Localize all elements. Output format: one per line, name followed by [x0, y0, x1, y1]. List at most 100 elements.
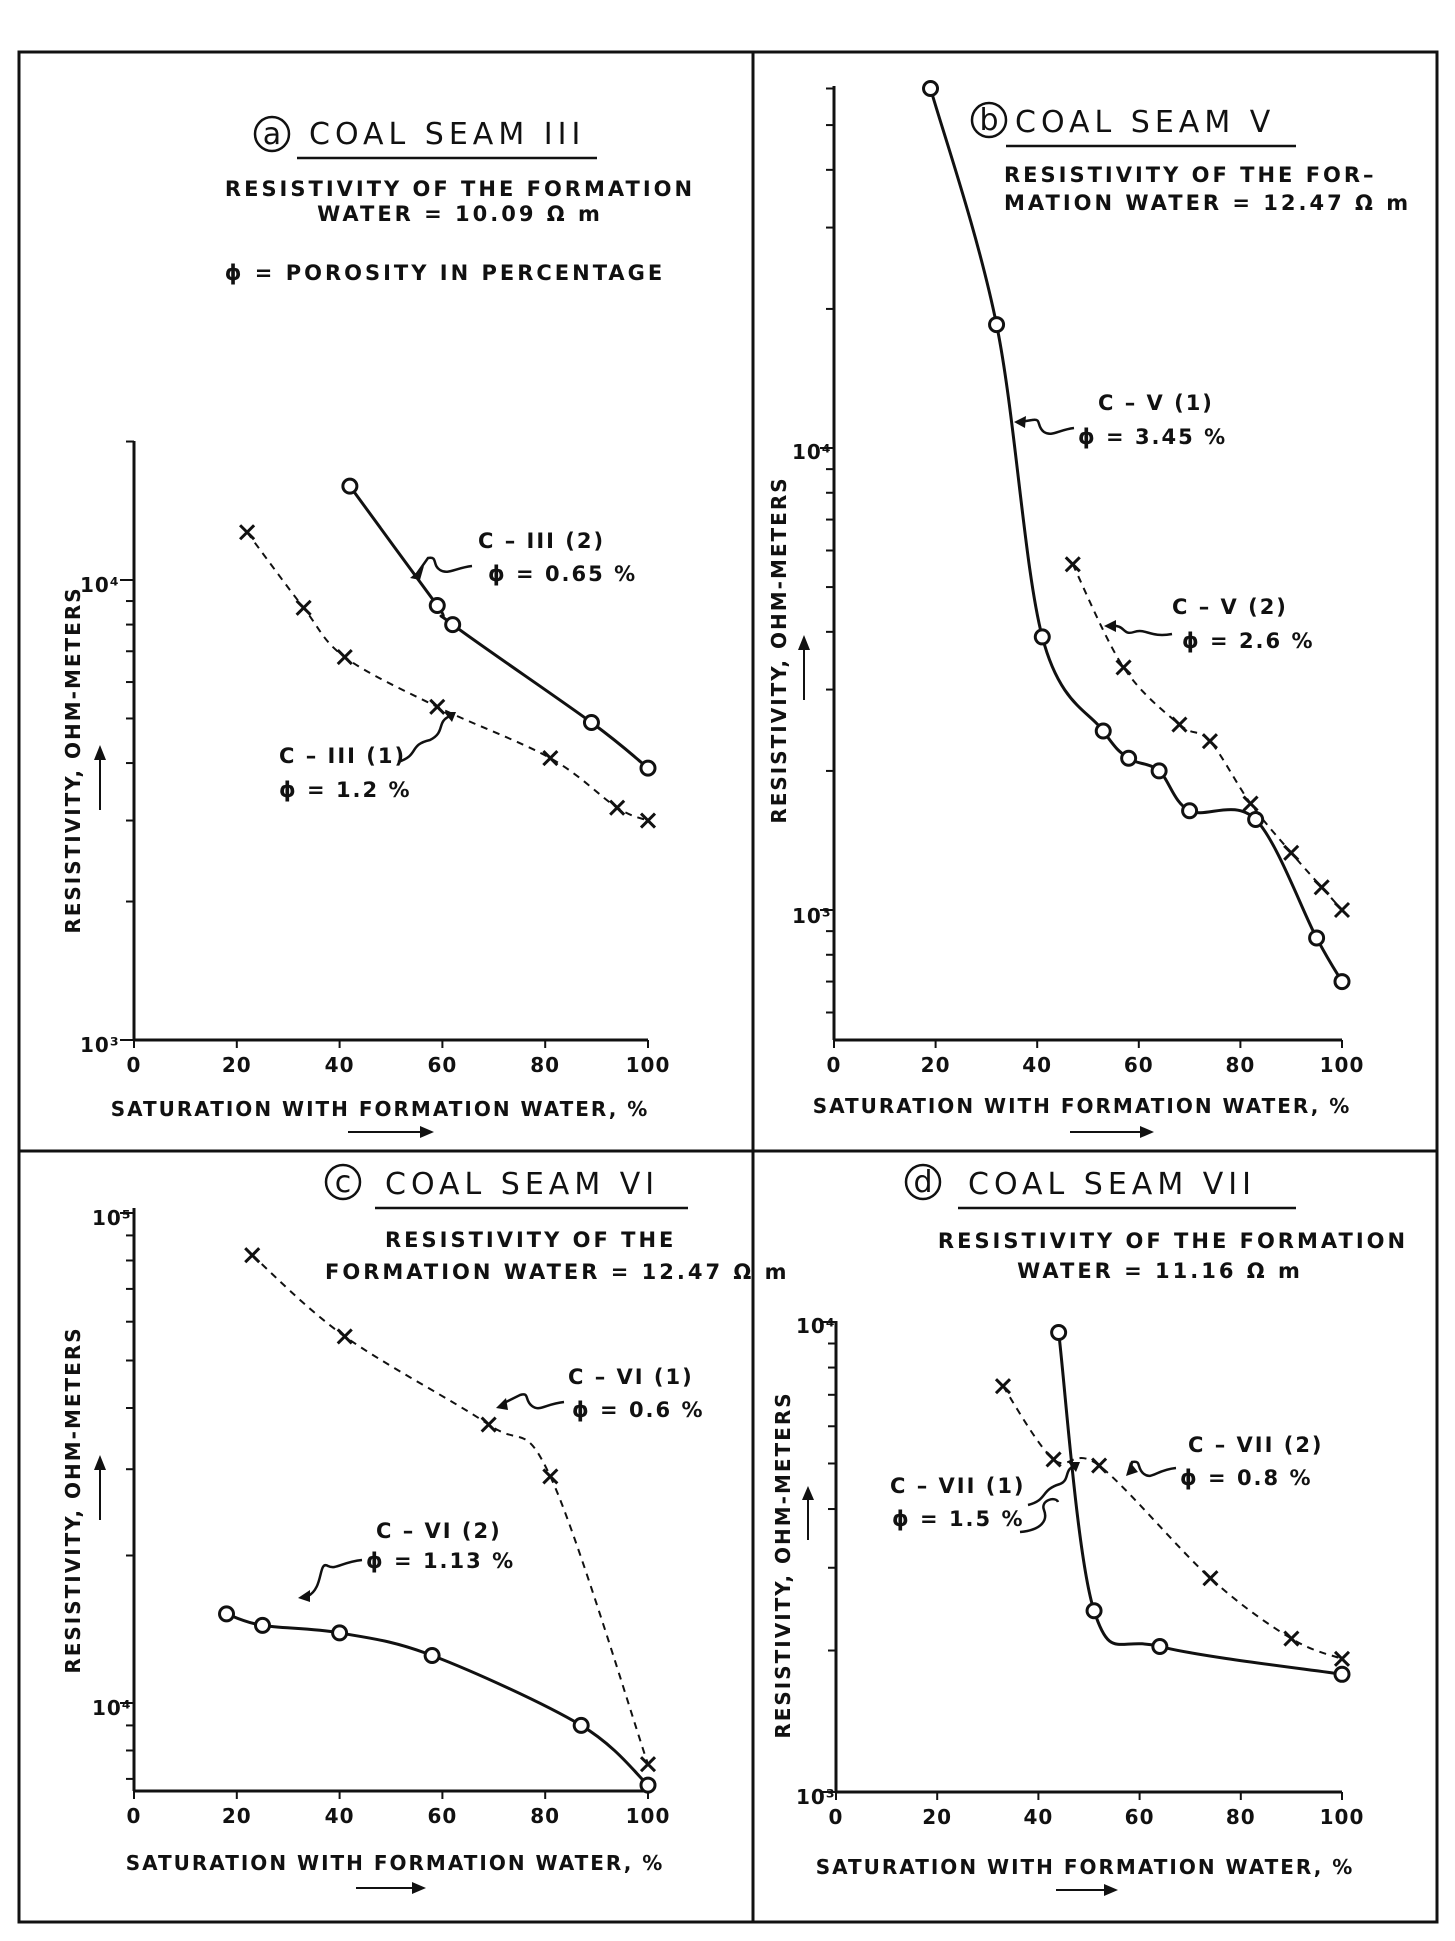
- panel-d-x-arrow: [1056, 1884, 1118, 1896]
- panel-d-series-0-line: [1057, 1332, 1343, 1676]
- panel-d-series-0-point: [1333, 1665, 1351, 1683]
- panel-b-series-1-point: [1171, 716, 1188, 733]
- panel-a-series-0-point: [341, 477, 359, 495]
- panel-c-series-1-point: [572, 1716, 590, 1734]
- panel-b-series-1-point: [1115, 659, 1132, 676]
- panel-d-label-c7-2: C – VII (2) ϕ = 0.8 %: [1126, 1433, 1322, 1490]
- panel-b-series-1-point: [1283, 844, 1300, 861]
- panel-c-series-0-line: [251, 1254, 649, 1765]
- panel-c-label-c6-1-name: C – VI (1): [568, 1365, 694, 1389]
- panel-a-letter: a: [263, 117, 281, 152]
- panel-a-xtick-label: 60: [427, 1053, 457, 1077]
- panel-a-xtick-labels: 0 20 40 60 80 100: [127, 1053, 671, 1077]
- panel-b-y-arrow: [798, 635, 810, 700]
- panel-c-series-0-point: [639, 1756, 657, 1773]
- panel-b-label-c5-1-name: C – V (1): [1098, 391, 1214, 415]
- panel-a-label-c3-1-name: C – III (1): [279, 744, 406, 768]
- panel-a-series: [239, 477, 657, 829]
- panel-d-ymid-label: 10⁴: [796, 1314, 836, 1338]
- panel-d-series-1-point: [1091, 1457, 1108, 1474]
- panel-b-ymin-label: 10³: [792, 904, 832, 928]
- panel-d-axes: [834, 1321, 1342, 1794]
- panel-b-note-1: RESISTIVITY OF THE FOR–: [1004, 163, 1377, 187]
- panel-c-series: [218, 1247, 657, 1794]
- panel-b-x-arrow: [1070, 1126, 1154, 1138]
- panel-b-series: [922, 79, 1351, 991]
- panel-a-label-c3-1-phi: ϕ = 1.2 %: [279, 778, 412, 802]
- panel-a-letter-circle: [253, 115, 291, 153]
- panel-d-series-1-point: [1045, 1451, 1062, 1468]
- panel-c-xtick-label: 100: [626, 1804, 671, 1828]
- panel-d-series-0-point: [1050, 1323, 1068, 1341]
- panel-a-series-0-point: [428, 597, 446, 615]
- panel-b: b COAL SEAM V RESISTIVITY OF THE FOR– MA…: [767, 79, 1411, 1138]
- panel-a-ylabel: RESISTIVITY, OHM-METERS: [61, 586, 85, 933]
- panel-d-xtick-label: 100: [1320, 1805, 1365, 1829]
- panel-b-series-1-point: [1064, 556, 1081, 573]
- panel-b-series-0-point: [1094, 722, 1112, 740]
- panel-b-axes: [832, 86, 1342, 1042]
- panel-d-letter: d: [913, 1165, 932, 1200]
- panel-a-series-1-point: [542, 750, 559, 767]
- panel-a-series-1-point: [336, 648, 353, 666]
- panel-b-label-c5-1-phi: ϕ = 3.45 %: [1078, 425, 1227, 449]
- panel-b-ymid-label: 10⁴: [792, 440, 832, 464]
- panel-a-label-c3-1: C – III (1) ϕ = 1.2 %: [279, 712, 456, 802]
- panel-b-xtick-labels: 0 20 40 60 80 100: [827, 1053, 1365, 1077]
- panel-d-xtick-label: 20: [922, 1805, 952, 1829]
- panel-d-series-1-point: [1333, 1650, 1351, 1667]
- panel-d: d COAL SEAM VII RESISTIVITY OF THE FORMA…: [771, 1163, 1405, 1896]
- panel-c-plot: 0 20 40 60 80 100 10⁴ 10⁵ SATURATION WITH FOR…: [61, 1206, 703, 1894]
- panel-c-xtick-label: 40: [325, 1804, 355, 1828]
- panel-a-ymid-label: 10⁴: [80, 573, 120, 597]
- panel-a-xtick-label: 40: [325, 1053, 355, 1077]
- panel-b-ylabel: RESISTIVITY, OHM-METERS: [767, 476, 791, 823]
- panel-d-series: [994, 1323, 1351, 1683]
- panel-c-label-c6-1: C – VI (1) ϕ = 0.6 %: [496, 1365, 703, 1422]
- panel-d-xtick-label: 0: [829, 1805, 844, 1829]
- panel-c-label-c6-2-name: C – VI (2): [376, 1519, 502, 1543]
- panel-d-title: COAL SEAM VII: [968, 1167, 1256, 1202]
- panel-c-xtick-label: 0: [127, 1804, 142, 1828]
- panel-b-series-0-point: [1247, 810, 1265, 828]
- panel-a-xtick-label: 100: [626, 1053, 671, 1077]
- panel-b-xtick-label: 20: [921, 1053, 951, 1077]
- panel-b-series-0-point: [1333, 973, 1351, 991]
- panel-c-series-1-point: [218, 1605, 236, 1623]
- panel-a-series-0-point: [639, 759, 657, 777]
- panel-b-note-2: MATION WATER = 12.47 Ω m: [1004, 191, 1411, 215]
- panel-c-ymid-label: 10⁵: [92, 1206, 132, 1230]
- panel-a-xtick-label: 20: [222, 1053, 252, 1077]
- panel-b-label-c5-2-name: C – V (2): [1172, 595, 1288, 619]
- panel-a-label-c3-2-name: C – III (2): [478, 529, 605, 553]
- panel-d-xtick-label: 60: [1125, 1805, 1155, 1829]
- panel-b-label-c5-2: C – V (2) ϕ = 2.6 %: [1104, 595, 1313, 653]
- panel-d-series-0-point: [1085, 1602, 1103, 1620]
- panel-b-xtick-label: 40: [1022, 1053, 1052, 1077]
- panel-d-letter-circle: [904, 1163, 942, 1201]
- panel-d-label-c7-1-name: C – VII (1): [890, 1474, 1026, 1498]
- panel-b-series-0-point: [1120, 749, 1138, 767]
- panel-b-xtick-label: 100: [1320, 1053, 1365, 1077]
- panel-a-series-1-point: [429, 698, 446, 715]
- panel-b-letter: b: [979, 103, 998, 138]
- panel-d-xtick-label: 80: [1226, 1805, 1256, 1829]
- panel-b-xtick-label: 80: [1225, 1053, 1255, 1077]
- panel-a-ticks: [120, 440, 649, 1048]
- panel-a-y-arrow: [94, 745, 106, 810]
- panel-a-ymin-label: 10³: [80, 1033, 120, 1057]
- panel-a-label-c3-2: C – III (2) ϕ = 0.65 %: [410, 529, 635, 586]
- panel-c-series-1-point: [254, 1616, 271, 1634]
- panel-a-series-1-point: [239, 524, 256, 541]
- panel-a-series-1-point: [639, 812, 657, 829]
- panel-a-note-2: WATER = 10.09 Ω m: [317, 202, 603, 226]
- panel-b-series-0-point: [988, 316, 1006, 334]
- panel-b-series-1-point: [1333, 901, 1351, 919]
- panel-c-series-1-point: [639, 1776, 657, 1794]
- panel-b-series-0-line: [929, 88, 1344, 983]
- panel-c-note-2: FORMATION WATER = 12.47 Ω m: [325, 1260, 789, 1284]
- panel-c-letter: c: [335, 1165, 352, 1200]
- panel-c-x-arrow: [356, 1882, 426, 1894]
- panel-a-series-0-point: [582, 714, 600, 732]
